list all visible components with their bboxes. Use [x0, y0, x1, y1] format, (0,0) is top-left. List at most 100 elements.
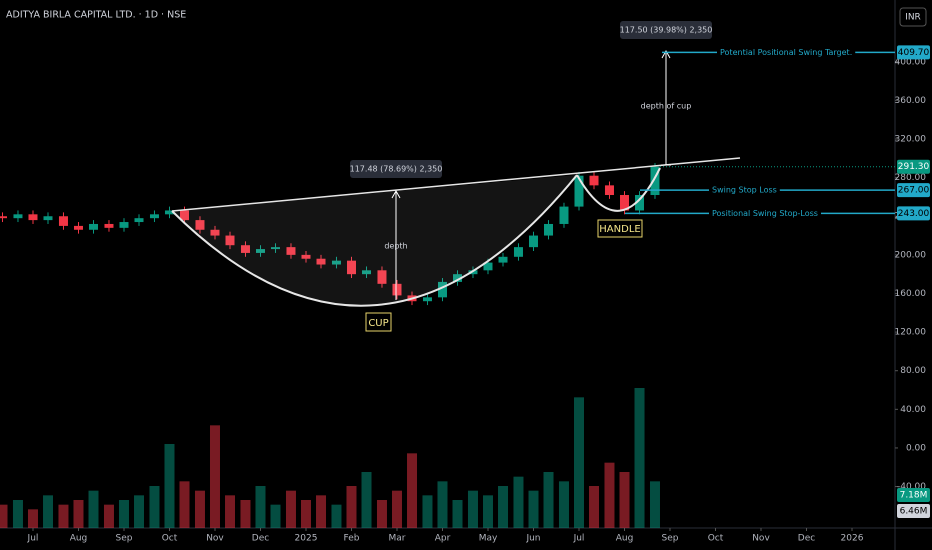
x-tick-label: Nov — [206, 534, 224, 544]
y-tick-label: 40.00 — [900, 405, 926, 415]
volume-bar — [164, 444, 175, 528]
level-text: Positional Swing Stop-Loss — [712, 209, 818, 218]
cup-fill — [172, 175, 577, 306]
volume-bar — [604, 462, 615, 528]
y-tick-label: 400.00 — [895, 57, 927, 67]
last-price-label-box — [897, 159, 930, 174]
cup-tag — [365, 312, 392, 332]
volume-bar — [407, 453, 418, 528]
candle-body — [437, 281, 447, 298]
candle-body — [483, 262, 493, 271]
measure-text: 117.50 (39.98%) 2,350 — [620, 26, 713, 35]
candle-body — [195, 220, 205, 230]
level-text: Potential Positional Swing Target. — [720, 48, 852, 57]
chart-title: ADITYA BIRLA CAPITAL LTD. · 1D · NSE — [6, 10, 186, 21]
candle-layer — [0, 163, 660, 306]
level-price-label: 409.70 — [898, 48, 930, 58]
x-tick-label: Feb — [344, 534, 360, 544]
volume-bar — [331, 504, 342, 528]
candle-body — [255, 249, 265, 253]
x-tick-label: Sep — [116, 534, 133, 544]
candle-body — [574, 175, 584, 207]
y-tick-label: 280.00 — [895, 173, 927, 183]
candle-body — [89, 223, 99, 230]
y-tick-label: 360.00 — [895, 96, 927, 106]
volume-bar — [225, 495, 236, 528]
x-tick-label: Oct — [162, 534, 178, 544]
volume-bar — [589, 486, 600, 528]
x-tick-label: Nov — [752, 534, 770, 544]
y-tick-label: 80.00 — [900, 366, 926, 376]
candle-body — [0, 216, 8, 219]
volume-bar — [528, 490, 539, 528]
candle-body — [619, 195, 629, 211]
volume-bar — [270, 504, 281, 528]
x-tick-label: Jul — [27, 534, 39, 544]
candle-body — [544, 223, 554, 236]
volume-bar — [149, 486, 160, 528]
volume-bar — [316, 495, 327, 528]
volume-label: 7.18M — [900, 491, 928, 501]
candle-body — [377, 270, 387, 284]
volume-bar — [573, 397, 584, 528]
level-text-bg — [717, 47, 856, 57]
candle-body — [43, 216, 53, 221]
volume-bar — [179, 481, 190, 528]
level-price-label: 267.00 — [898, 186, 930, 196]
candle-body — [392, 283, 402, 296]
candle-body — [559, 206, 569, 224]
currency[interactable]: INR — [905, 13, 921, 23]
x-tick-label: 2026 — [841, 534, 864, 544]
candle-body — [346, 260, 356, 275]
volume-bar — [88, 490, 99, 528]
candle-body — [650, 166, 660, 196]
candle-body — [362, 270, 372, 275]
x-tick-label: Aug — [616, 534, 634, 544]
candle-body — [58, 216, 68, 226]
y-tick-label: 160.00 — [895, 289, 927, 299]
handle-label: HANDLE — [599, 224, 640, 235]
volume-bar — [118, 500, 129, 528]
candle-body — [134, 218, 144, 223]
currency-box[interactable] — [899, 7, 927, 27]
level-price-label: 243.00 — [898, 209, 930, 219]
volume-bar — [0, 504, 8, 528]
volume-bar — [12, 500, 23, 528]
volume-bar — [194, 490, 205, 528]
volume-bar — [422, 495, 433, 528]
candle-body — [513, 247, 523, 257]
candle-body — [635, 195, 645, 211]
candle-body — [240, 245, 250, 253]
candle-body — [210, 229, 220, 236]
last-price-label: 291.30 — [898, 162, 930, 172]
volume-bar — [376, 500, 387, 528]
volume-bar — [513, 476, 524, 528]
x-tick-label: May — [479, 534, 498, 544]
level-price-label-box — [897, 183, 930, 198]
x-tick-label: Dec — [798, 534, 815, 544]
volume-bar — [649, 481, 660, 528]
volume-label-box — [897, 504, 930, 518]
x-tick-label: Dec — [252, 534, 269, 544]
handle-tag — [597, 219, 643, 238]
volume-bar — [255, 486, 266, 528]
candle-body — [13, 214, 23, 219]
y-tick-label: 200.00 — [895, 250, 927, 260]
y-tick-label: 0.00 — [906, 443, 926, 453]
volume-bar — [558, 481, 569, 528]
volume-bar — [240, 500, 251, 528]
candle-body — [271, 247, 281, 250]
volume-bar — [467, 490, 478, 528]
volume-bar — [634, 388, 645, 528]
volume-bar — [300, 500, 311, 528]
volume-bar — [134, 495, 145, 528]
x-tick-label: Jun — [525, 534, 540, 544]
arrow-head — [391, 189, 401, 199]
candle-body — [164, 210, 174, 215]
volume-bar — [361, 472, 372, 528]
handle-curve — [576, 167, 661, 212]
volume-bar — [482, 495, 493, 528]
volume-bar — [543, 472, 554, 528]
candle-body — [149, 214, 159, 219]
